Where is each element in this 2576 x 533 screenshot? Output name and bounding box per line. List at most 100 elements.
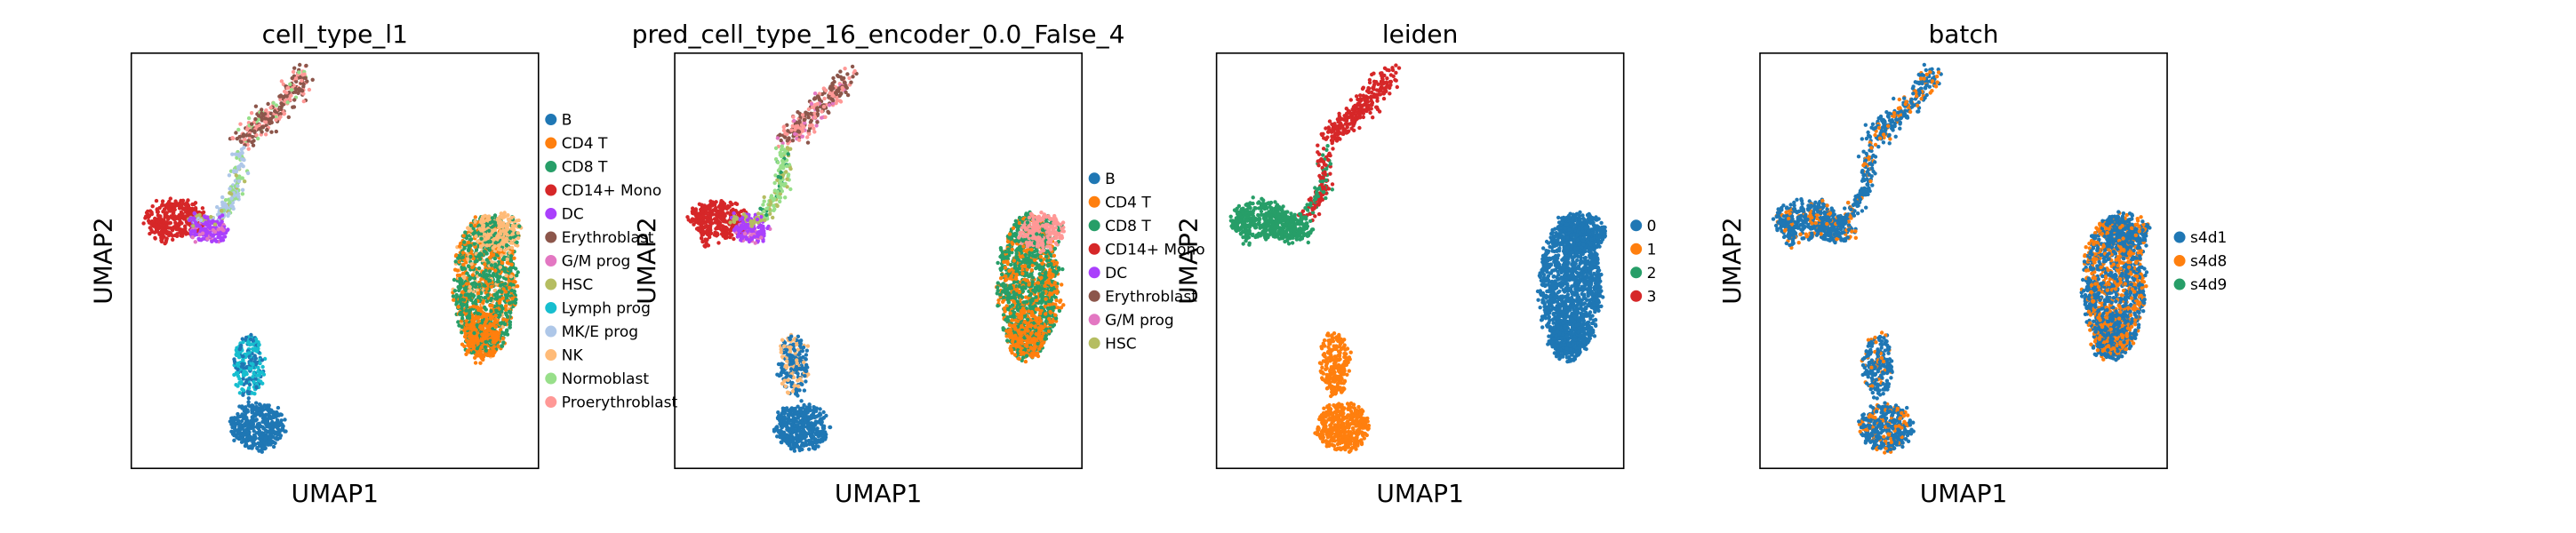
point	[252, 130, 257, 134]
point	[257, 428, 262, 434]
point	[251, 338, 255, 343]
point	[502, 248, 508, 252]
point	[784, 170, 788, 174]
point	[303, 76, 308, 81]
point	[260, 364, 265, 370]
point	[473, 299, 478, 304]
point	[250, 122, 254, 126]
point	[492, 244, 497, 249]
point	[788, 187, 793, 192]
point	[844, 85, 849, 91]
point	[288, 82, 292, 87]
point	[235, 435, 239, 440]
point	[259, 379, 263, 384]
point	[232, 359, 237, 364]
point	[241, 388, 246, 393]
point	[461, 274, 467, 279]
point	[268, 106, 273, 110]
point	[166, 215, 172, 220]
point	[732, 228, 737, 233]
point	[475, 346, 480, 351]
point	[717, 210, 722, 214]
point	[294, 79, 299, 84]
point	[251, 143, 256, 147]
point	[253, 436, 258, 441]
point	[482, 283, 487, 288]
point	[269, 130, 274, 134]
point	[141, 221, 146, 226]
point	[506, 293, 510, 298]
point	[721, 211, 725, 215]
point	[460, 342, 465, 346]
point	[240, 192, 245, 196]
legend-marker	[545, 255, 557, 267]
point	[234, 383, 238, 387]
point	[764, 206, 769, 211]
point	[229, 196, 234, 201]
point	[827, 110, 831, 115]
point	[172, 226, 176, 230]
point	[490, 303, 494, 308]
point	[476, 291, 481, 296]
point	[246, 139, 251, 143]
point	[823, 115, 828, 119]
point	[765, 226, 770, 231]
point	[490, 219, 495, 224]
point	[251, 362, 255, 367]
point	[748, 238, 753, 243]
point	[793, 131, 797, 136]
point	[762, 209, 766, 214]
point	[510, 297, 515, 301]
point	[739, 227, 743, 232]
point	[268, 119, 272, 123]
point	[236, 184, 240, 188]
point	[728, 220, 732, 225]
point	[489, 284, 494, 289]
point	[200, 231, 205, 235]
point	[483, 329, 487, 334]
point	[246, 431, 252, 435]
point	[236, 179, 242, 184]
x-axis-label: UMAP1	[291, 479, 379, 508]
point	[463, 230, 468, 235]
point	[820, 115, 824, 120]
point	[230, 152, 235, 156]
point	[500, 257, 506, 262]
point	[503, 266, 508, 271]
point	[709, 212, 714, 217]
point	[256, 408, 260, 412]
point	[168, 196, 172, 201]
point	[847, 76, 852, 81]
point	[502, 211, 507, 215]
point	[459, 293, 463, 298]
point	[465, 271, 469, 275]
point	[489, 309, 493, 314]
point	[827, 103, 832, 107]
point	[274, 103, 279, 107]
legend-label: CD14+ Mono	[562, 182, 661, 200]
point	[249, 111, 254, 115]
point	[271, 410, 276, 415]
point	[500, 336, 506, 341]
point	[516, 270, 520, 274]
point	[304, 63, 308, 68]
point	[785, 139, 789, 143]
point	[147, 213, 152, 219]
point	[266, 101, 270, 107]
point	[285, 86, 290, 91]
point	[497, 289, 501, 293]
point	[264, 108, 268, 113]
point	[268, 415, 273, 419]
point	[488, 322, 492, 326]
point	[481, 311, 486, 315]
point	[254, 386, 259, 390]
point	[237, 134, 242, 139]
point	[242, 146, 246, 150]
point	[216, 227, 220, 232]
point	[815, 112, 820, 116]
point	[696, 214, 700, 219]
point	[484, 287, 489, 291]
point	[502, 322, 508, 327]
point	[261, 426, 266, 431]
